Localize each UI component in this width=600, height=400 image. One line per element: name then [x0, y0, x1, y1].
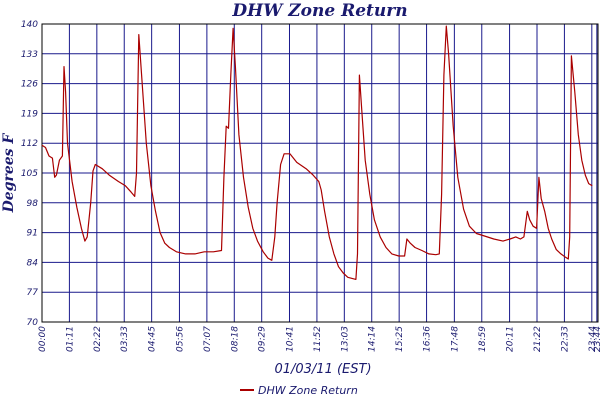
y-tick-label: 70 [27, 318, 39, 328]
x-tick-label: 08:18 [230, 326, 240, 352]
x-tick-label: 22:33 [560, 326, 570, 352]
series-group [41, 25, 593, 280]
x-tick-label: 13:03 [340, 326, 350, 352]
x-tick-label: 02:22 [93, 326, 103, 352]
x-tick-label: 21:22 [533, 326, 543, 352]
x-tick-label: 23:44 [593, 326, 600, 352]
x-tick-label: 07:07 [203, 326, 213, 352]
y-tick-label: 140 [21, 20, 38, 30]
x-axis-ticks: 00:00 01:11 02:22 03:33 04:45 05:56 07:07 08:18… [38, 326, 600, 352]
x-tick-label: 00:00 [38, 326, 48, 352]
legend: DHW Zone Return [240, 384, 358, 397]
plot-area [41, 23, 599, 323]
y-axis-ticks: 70 77 84 91 98 105 112 119 126 133 140 [21, 20, 38, 328]
x-tick-label: 23:44 [588, 326, 598, 352]
series-line-dhw-zone-return [41, 25, 593, 280]
x-tick-label: 04:45 [148, 326, 158, 352]
y-tick-label: 84 [27, 258, 39, 268]
y-tick-label: 126 [21, 80, 38, 90]
y-tick-label: 105 [21, 169, 38, 179]
x-axis-label: 01/03/11 (EST) [274, 362, 371, 377]
y-tick-label: 133 [21, 50, 38, 60]
x-tick-label: 20:11 [506, 326, 516, 352]
chart-grid [41, 23, 598, 323]
x-tick-label: 01:11 [65, 326, 75, 352]
x-tick-label: 18:59 [478, 326, 488, 352]
x-tick-label: 15:25 [395, 326, 405, 352]
x-tick-label: 03:33 [120, 326, 130, 352]
chart-title: DHW Zone Return [231, 1, 407, 21]
x-tick-label: 09:29 [258, 326, 268, 352]
x-tick-label: 14:14 [368, 326, 378, 352]
y-tick-label: 119 [21, 109, 38, 119]
y-tick-label: 77 [27, 288, 39, 298]
x-tick-label: 10:41 [285, 326, 295, 352]
x-tick-label: 16:36 [423, 326, 433, 352]
y-axis-label: Degrees F [1, 133, 17, 214]
y-tick-label: 98 [27, 199, 39, 209]
x-tick-label: 17:48 [450, 326, 460, 352]
x-tick-label: 05:56 [175, 326, 185, 352]
y-tick-label: 112 [21, 139, 38, 149]
legend-label: DHW Zone Return [258, 384, 358, 397]
y-tick-label: 91 [27, 229, 38, 239]
x-tick-label: 11:52 [313, 326, 323, 352]
